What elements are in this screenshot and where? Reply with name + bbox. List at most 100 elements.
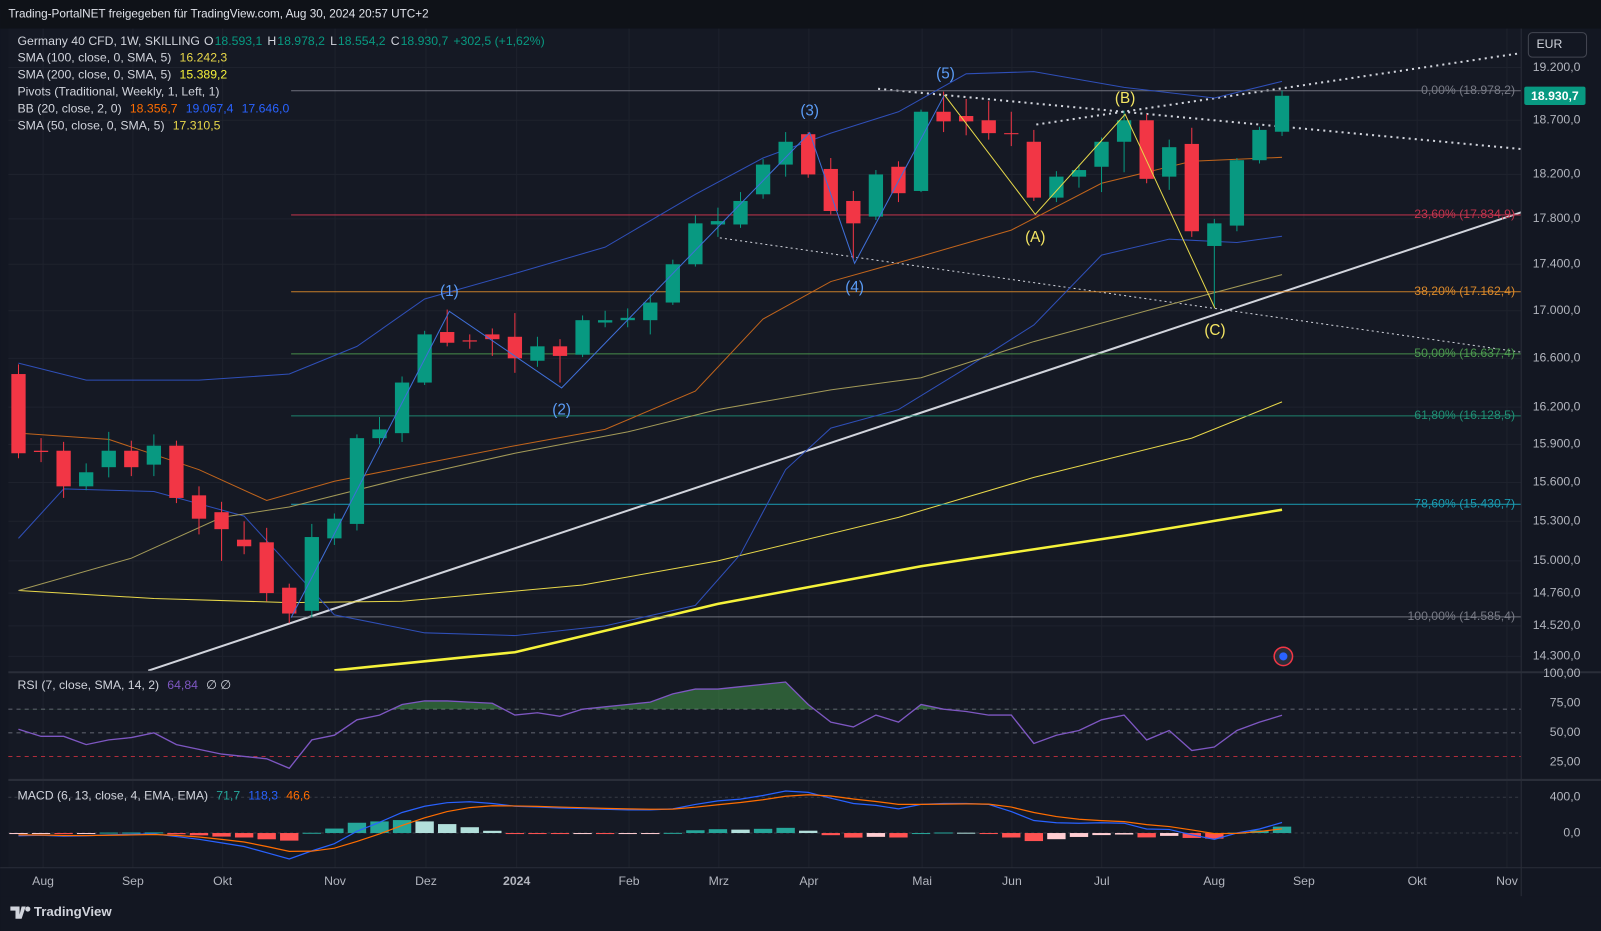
candle-body (552, 346, 568, 356)
macd-value: 118,3 (248, 788, 278, 802)
trendline (147, 211, 1522, 671)
macd-hist-bar (708, 829, 728, 834)
candle-body (1004, 133, 1019, 135)
rsi-value: 64,84 (167, 678, 198, 692)
macd-hist-bar (438, 824, 457, 834)
y-tick-label: 14.520,0 (1533, 618, 1581, 632)
legend-layer: Germany 40 CFD, 1W, SKILLING O 18.593,1 H 18… (18, 34, 545, 802)
ohlc-value: 18.978,2 (277, 34, 325, 48)
macd-hist-bar (9, 833, 28, 835)
macd-hist-bar (460, 827, 479, 834)
indicator-name: SMA (50, close, 0, SMA, 5) (18, 119, 165, 133)
candle-body (349, 438, 365, 524)
y-tick-label: 18.200,0 (1533, 167, 1581, 181)
share-title: Trading-PortalNET freigegeben für Tradin… (8, 7, 428, 20)
macd-line (18, 790, 1283, 860)
macd-value: 71,7 (216, 788, 240, 802)
x-tick-label: Apr (799, 874, 818, 888)
currency-button[interactable] (1527, 32, 1588, 58)
y-tick-label: 17.400,0 (1533, 257, 1581, 271)
x-tick-label: Okt (1408, 874, 1428, 888)
indicator-name: Pivots (Traditional, Weekly, 1, Left, 1) (18, 85, 220, 99)
macd-hist-bar (1160, 833, 1179, 836)
ohlc-value: 18.554,2 (338, 34, 386, 48)
candle-body (507, 336, 523, 359)
macd-hist-bar (595, 833, 615, 835)
macd-hist-bar (99, 832, 118, 834)
ohlc-key: O (204, 34, 214, 48)
annotation-layer: 0,00% (18.978,2) 23,60% (17.834,9) 38,20% … (290, 66, 1515, 623)
dotted-trendline (719, 237, 1522, 353)
candle-body (1139, 120, 1154, 179)
candle-body (1252, 129, 1267, 161)
candle-body (823, 168, 838, 212)
candle-body (146, 445, 162, 465)
macd-hist-bar (1024, 833, 1044, 842)
macd-hist-bar (234, 833, 254, 838)
macd-hist-bar (911, 833, 931, 835)
x-tick-label: Feb (618, 874, 639, 888)
candle-body (710, 221, 726, 225)
candles-layer (11, 90, 1290, 624)
macd-hist-bar (663, 832, 683, 834)
macd-hist-bar (392, 820, 412, 834)
macd-hist-bar (76, 833, 96, 835)
macd-hist-bar (415, 821, 434, 834)
rsi-tick-label: 100,00 (1543, 666, 1581, 680)
pivot-label: 0,00% (18.978,2) (1421, 83, 1515, 97)
pivot-label: 100,00% (14.585,4) (1407, 609, 1515, 623)
macd-hist-bar (1047, 833, 1066, 840)
y-tick-label: 17.000,0 (1533, 303, 1581, 317)
macd-hist-bar (956, 832, 976, 834)
ohlc-value: 18.930,7 (401, 34, 449, 48)
indicator-name: SMA (200, close, 0, SMA, 5) (18, 67, 172, 81)
ohlc-key: C (391, 34, 400, 48)
candle-body (981, 120, 996, 134)
macd-line (18, 794, 1283, 852)
macd-hist-bar (483, 830, 502, 834)
macd-hist-bar (573, 833, 592, 835)
candle-body (778, 141, 793, 165)
currency-label: EUR (1537, 37, 1563, 51)
macd-hist-bar (866, 833, 886, 837)
wave-line (290, 94, 945, 618)
indicator-value: 17.646,0 (242, 102, 290, 116)
x-tick-label: Aug (32, 874, 54, 888)
candle-body (462, 340, 477, 342)
candle-body (124, 450, 139, 468)
candle-body (1094, 141, 1109, 167)
x-tick-label: Mrz (709, 874, 729, 888)
wave-label: (C) (1204, 322, 1225, 339)
macd-hist-bar (641, 833, 660, 835)
last-price-tag (1524, 86, 1586, 105)
macd-hist-bar (257, 833, 276, 840)
bb-line (18, 235, 1283, 637)
last-price-label: 18.930,7 (1531, 89, 1579, 103)
candle-body (665, 264, 680, 303)
indicator-value: 19.067,4 (186, 102, 234, 116)
candle-body (1274, 95, 1290, 132)
macd-hist-bar (528, 833, 547, 835)
macd-hist-bar (144, 832, 164, 834)
candle-body (936, 111, 951, 122)
macd-hist-bar (844, 833, 863, 838)
macd-tick-label: 0,0 (1563, 825, 1580, 839)
macd-hist-bar (280, 833, 299, 841)
candle-body (597, 320, 613, 323)
wave-label: (1) (440, 283, 459, 300)
rsi-overbought-fill (18, 682, 1283, 710)
macd-hist-bar (618, 833, 637, 835)
rsi-tick-label: 25,00 (1550, 755, 1581, 769)
macd-hist-bar (505, 833, 525, 835)
macd-hist-bar (325, 828, 344, 834)
macd-hist-bar (686, 830, 705, 834)
candle-body (33, 450, 49, 452)
macd-hist-bar (1182, 833, 1201, 838)
rsi-tick-label: 75,00 (1550, 696, 1581, 710)
macd-hist-bar (189, 833, 209, 836)
wave-label: (B) (1115, 90, 1135, 107)
candle-body (214, 512, 229, 530)
candle-body (913, 111, 929, 191)
